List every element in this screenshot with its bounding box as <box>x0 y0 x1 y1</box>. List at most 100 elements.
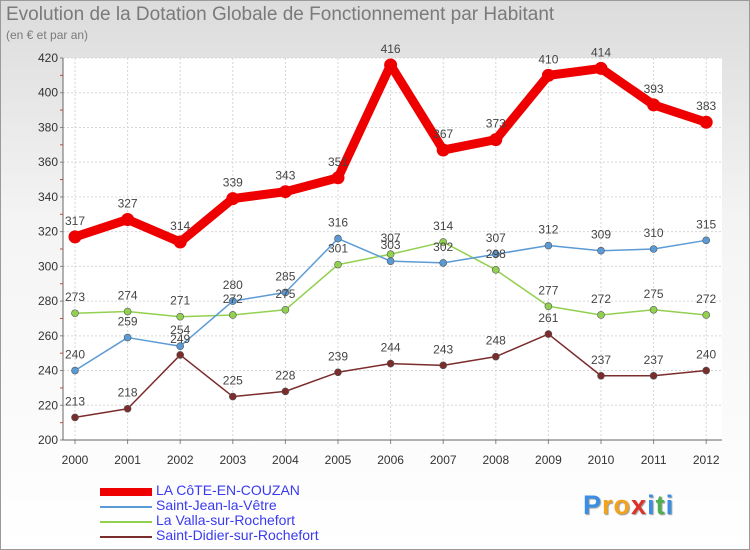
data-point <box>489 133 503 147</box>
data-point <box>702 366 711 375</box>
data-point <box>334 368 342 377</box>
legend-swatch <box>100 506 152 508</box>
data-point <box>436 143 450 157</box>
legend-label: Saint-Didier-sur-Rochefort <box>156 527 319 543</box>
data-label: 414 <box>591 45 611 59</box>
data-point <box>439 238 448 246</box>
y-tick-label: 200 <box>38 433 58 447</box>
data-point <box>699 115 713 129</box>
y-tick-label: 260 <box>38 329 58 343</box>
data-point <box>229 392 237 401</box>
data-point <box>439 259 448 267</box>
data-point <box>702 311 711 319</box>
data-label: 275 <box>644 287 664 301</box>
data-label: 303 <box>381 238 401 252</box>
data-point <box>176 351 184 359</box>
logo-letter: i <box>665 490 675 520</box>
data-point <box>597 311 605 319</box>
y-tick-label: 300 <box>38 259 58 273</box>
data-label: 213 <box>65 394 85 408</box>
x-tick-label: 2007 <box>430 453 457 467</box>
data-point <box>702 236 711 245</box>
data-point <box>226 192 240 206</box>
data-point <box>123 404 132 413</box>
data-point <box>278 185 292 199</box>
chart-title: Evolution de la Dotation Globale de Fonc… <box>6 4 555 25</box>
y-tick-label: 240 <box>38 364 58 378</box>
data-label: 218 <box>118 386 138 400</box>
data-point <box>491 266 500 274</box>
data-point <box>597 246 605 255</box>
data-label: 367 <box>433 127 453 141</box>
y-tick-label: 340 <box>38 190 58 204</box>
y-tick-label: 220 <box>38 398 58 412</box>
x-tick-label: 2000 <box>62 453 89 467</box>
data-label: 351 <box>328 155 348 169</box>
data-label: 315 <box>696 217 716 231</box>
y-tick-label: 320 <box>38 225 58 239</box>
data-point <box>121 212 135 226</box>
data-point <box>123 307 132 316</box>
x-tick-label: 2011 <box>641 453 667 467</box>
data-point <box>386 257 395 265</box>
data-label: 339 <box>223 176 243 190</box>
data-point <box>173 235 187 249</box>
data-label: 307 <box>381 231 401 245</box>
data-label: 373 <box>486 117 506 131</box>
data-point <box>176 342 184 351</box>
data-label: 239 <box>328 349 348 363</box>
data-label: 416 <box>381 42 401 56</box>
legend-swatch <box>100 488 152 496</box>
data-point <box>544 241 553 250</box>
x-tick-label: 2010 <box>588 453 615 467</box>
data-point <box>491 250 500 259</box>
data-label: 272 <box>696 292 716 306</box>
data-point <box>649 245 658 253</box>
data-label: 280 <box>223 278 243 292</box>
x-tick-label: 2001 <box>114 453 141 467</box>
data-label: 243 <box>433 342 453 356</box>
data-point <box>68 230 82 244</box>
logo-letter: r <box>602 490 614 520</box>
data-point <box>649 371 658 380</box>
legend-swatch <box>100 536 152 538</box>
y-tick-label: 380 <box>38 120 58 134</box>
data-label: 275 <box>275 287 295 301</box>
data-label: 383 <box>696 99 716 113</box>
data-point <box>71 413 79 422</box>
logo-letter: o <box>613 490 632 520</box>
data-label: 273 <box>65 290 85 304</box>
data-point <box>334 260 342 269</box>
data-label: 237 <box>591 353 611 367</box>
data-point <box>649 305 658 314</box>
data-label: 240 <box>65 348 85 362</box>
data-label: 271 <box>170 294 190 308</box>
legend-label: La Valla-sur-Rochefort <box>156 512 296 528</box>
data-label: 309 <box>591 228 611 242</box>
chart-subtitle: (en € et par an) <box>6 28 89 42</box>
data-point <box>229 311 237 319</box>
data-label: 259 <box>118 315 138 329</box>
data-point <box>281 288 290 297</box>
data-point <box>176 312 184 321</box>
x-tick-label: 2009 <box>535 453 562 467</box>
data-label: 285 <box>275 269 295 283</box>
logo-letter: i <box>647 490 656 520</box>
data-label: 248 <box>486 334 506 348</box>
data-label: 312 <box>538 223 558 237</box>
data-label: 310 <box>644 226 664 240</box>
x-tick-label: 2005 <box>325 453 352 467</box>
data-label: 307 <box>486 231 506 245</box>
data-point <box>334 234 342 243</box>
data-label: 228 <box>275 368 295 382</box>
data-label: 314 <box>433 219 453 233</box>
data-point <box>281 305 290 314</box>
x-tick-label: 2006 <box>377 453 404 467</box>
proxiti-logo: Proxiti <box>583 490 674 521</box>
data-label: 343 <box>275 169 295 183</box>
data-point <box>281 387 290 396</box>
y-tick-label: 400 <box>38 86 58 100</box>
data-label: 301 <box>328 242 348 256</box>
data-point <box>229 297 237 305</box>
